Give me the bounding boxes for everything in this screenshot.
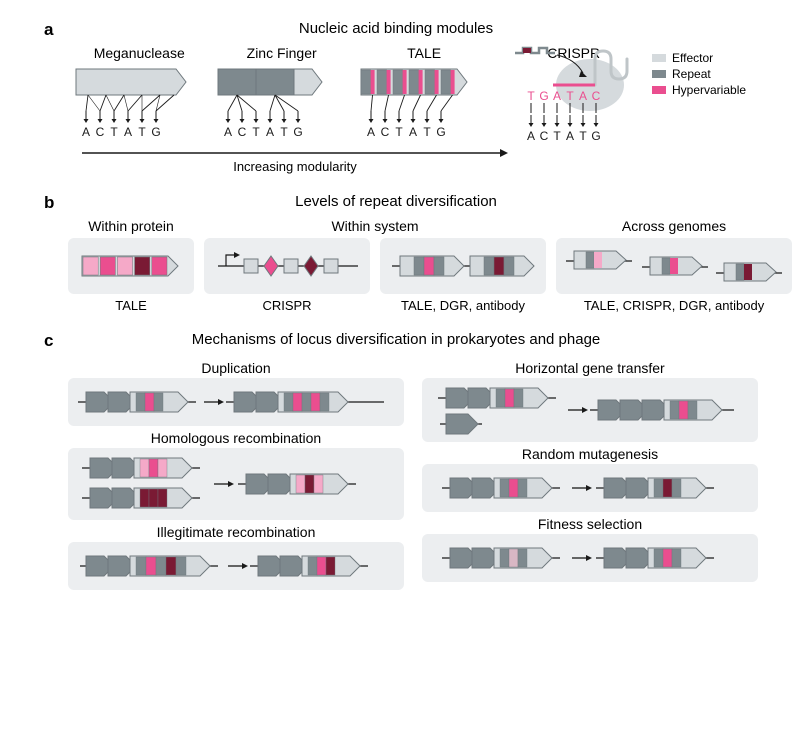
svg-text:C: C xyxy=(592,89,601,103)
crispr-svg: TGATACACTATG xyxy=(495,45,645,145)
legend-label: Repeat xyxy=(672,67,711,81)
mech-title: Homologous recombination xyxy=(68,430,404,446)
svg-text:C: C xyxy=(96,125,105,139)
svg-text:A: A xyxy=(367,125,375,139)
within-system-crispr-svg xyxy=(212,249,362,283)
panel-c-label: c xyxy=(44,331,53,351)
duplication-svg xyxy=(76,384,396,420)
panel-c-title: Mechanisms of locus diversification in p… xyxy=(20,331,772,348)
panel-a-label: a xyxy=(44,20,53,40)
svg-text:A: A xyxy=(409,125,417,139)
level-within-system: Within system CRISPR TALE, DGR, antibody xyxy=(204,218,546,313)
module-zincfinger: Zinc Finger ACTATG xyxy=(210,45,352,145)
svg-text:T: T xyxy=(580,129,588,143)
legend-effector: Effector xyxy=(652,51,752,65)
svg-text:G: G xyxy=(436,125,445,139)
svg-text:A: A xyxy=(527,129,535,143)
legend: Effector Repeat Hypervariable xyxy=(652,51,752,99)
mechanisms-right: Horizontal gene transfer Random mutagene… xyxy=(422,356,758,590)
level-caption: CRISPR xyxy=(204,298,370,313)
fitness-svg xyxy=(430,540,750,576)
svg-text:A: A xyxy=(82,125,90,139)
svg-text:A: A xyxy=(266,125,274,139)
legend-repeat: Repeat xyxy=(652,67,752,81)
mech-title: Horizontal gene transfer xyxy=(422,360,758,376)
svg-text:T: T xyxy=(138,125,146,139)
svg-text:G: G xyxy=(151,125,160,139)
svg-text:C: C xyxy=(540,129,549,143)
tale-svg: ACTATG xyxy=(353,65,483,145)
modularity-axis: Increasing modularity xyxy=(80,145,510,175)
svg-text:T: T xyxy=(110,125,118,139)
module-tale: TALE ACTATG xyxy=(353,45,495,145)
svg-text:A: A xyxy=(553,89,561,103)
svg-text:A: A xyxy=(224,125,232,139)
svg-text:T: T xyxy=(528,89,536,103)
panel-a-title: Nucleic acid binding modules xyxy=(20,20,772,37)
svg-text:A: A xyxy=(566,129,574,143)
svg-text:T: T xyxy=(281,125,289,139)
svg-text:G: G xyxy=(540,89,549,103)
level-caption: TALE, DGR, antibody xyxy=(380,298,546,313)
hgt-svg xyxy=(430,384,750,436)
module-meganuclease: Meganuclease ACTATG xyxy=(68,45,210,145)
module-label: TALE xyxy=(353,45,495,61)
module-crispr: CRISPR TGATACACTATG xyxy=(495,45,652,145)
panel-b-label: b xyxy=(44,193,54,213)
within-protein-svg xyxy=(76,249,186,283)
axis-label: Increasing modularity xyxy=(233,159,357,174)
svg-text:A: A xyxy=(579,89,587,103)
mech-title: Random mutagenesis xyxy=(422,446,758,462)
svg-text:C: C xyxy=(238,125,247,139)
level-across-genomes: Across genomes TALE, CRISPR, DGR, antibo… xyxy=(556,218,792,313)
random-mut-svg xyxy=(430,470,750,506)
illegitimate-svg xyxy=(76,548,396,584)
svg-text:G: G xyxy=(592,129,601,143)
svg-text:T: T xyxy=(554,129,562,143)
level-title: Within protein xyxy=(68,218,194,234)
module-label: Zinc Finger xyxy=(210,45,352,61)
across-genomes-svg xyxy=(564,247,784,285)
level-caption: TALE, CRISPR, DGR, antibody xyxy=(556,298,792,313)
svg-text:T: T xyxy=(253,125,261,139)
svg-text:T: T xyxy=(567,89,575,103)
level-title: Within system xyxy=(204,218,546,234)
meganuclease-svg: ACTATG xyxy=(68,65,198,145)
within-system-tale-svg xyxy=(388,249,538,283)
homologous-svg xyxy=(76,454,396,514)
svg-text:T: T xyxy=(395,125,403,139)
svg-text:A: A xyxy=(124,125,132,139)
legend-label: Effector xyxy=(672,51,713,65)
mech-title: Fitness selection xyxy=(422,516,758,532)
mech-title: Illegitimate recombination xyxy=(68,524,404,540)
zincfinger-svg: ACTATG xyxy=(210,65,340,145)
svg-text:C: C xyxy=(381,125,390,139)
mech-title: Duplication xyxy=(68,360,404,376)
level-within-protein: Within protein TALE xyxy=(68,218,194,313)
panel-b-title: Levels of repeat diversification xyxy=(20,193,772,210)
legend-label: Hypervariable xyxy=(672,83,746,97)
module-label: Meganuclease xyxy=(68,45,210,61)
level-title: Across genomes xyxy=(556,218,792,234)
svg-text:G: G xyxy=(294,125,303,139)
level-caption: TALE xyxy=(68,298,194,313)
legend-hyper: Hypervariable xyxy=(652,83,752,97)
mechanisms-left: Duplication Homologous recombination Ill… xyxy=(68,356,404,590)
svg-text:T: T xyxy=(423,125,431,139)
